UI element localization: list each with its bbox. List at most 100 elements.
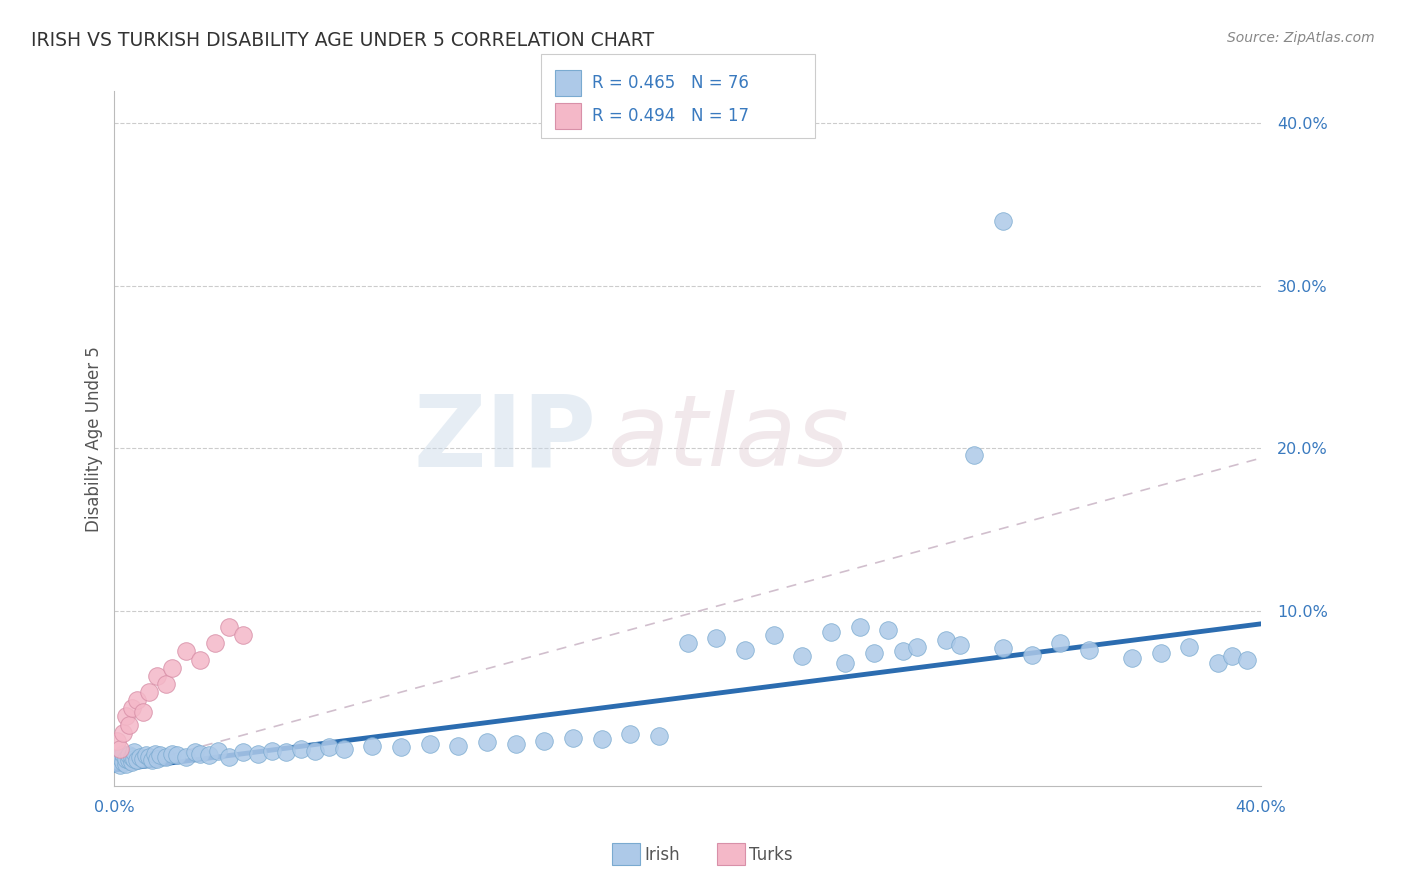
Point (174, 750, 197, 764)
Point (111, 747, 134, 761)
Point (734, 643, 756, 657)
Point (160, 747, 183, 761)
Point (127, 693, 149, 707)
Point (124, 745, 146, 759)
Point (562, 731, 585, 745)
Point (792, 649, 814, 664)
Point (475, 735, 498, 749)
Point (676, 636, 699, 650)
Point (704, 632, 727, 646)
Point (204, 636, 226, 650)
Point (183, 745, 205, 759)
Point (820, 624, 842, 639)
Point (105, 734, 128, 748)
Point (447, 739, 470, 753)
Point (260, 743, 283, 757)
Point (361, 739, 384, 753)
Point (218, 750, 240, 764)
Point (533, 734, 555, 748)
Point (146, 669, 169, 683)
Point (135, 748, 157, 763)
Point (991, 214, 1014, 228)
Point (143, 747, 166, 761)
Point (115, 752, 138, 766)
Text: Irish: Irish (644, 846, 679, 863)
Text: R = 0.494   N = 17: R = 0.494 N = 17 (592, 107, 749, 125)
Text: atlas: atlas (607, 390, 849, 487)
Point (389, 740, 412, 755)
Point (118, 748, 141, 763)
Point (115, 709, 138, 723)
Point (246, 747, 269, 761)
Point (1021, 648, 1043, 662)
Point (762, 628, 785, 642)
Point (332, 742, 354, 756)
Point (155, 750, 177, 764)
Point (318, 740, 340, 755)
Point (174, 644, 197, 658)
Point (108, 758, 131, 772)
Point (121, 755, 143, 769)
Point (1206, 656, 1229, 670)
Point (149, 748, 172, 763)
Point (121, 701, 143, 715)
Point (127, 753, 149, 767)
Point (108, 750, 131, 764)
Point (124, 752, 146, 766)
Point (1178, 640, 1201, 654)
Text: Source: ZipAtlas.com: Source: ZipAtlas.com (1227, 31, 1375, 45)
Y-axis label: Disability Age Under 5: Disability Age Under 5 (86, 346, 103, 532)
Text: IRISH VS TURKISH DISABILITY AGE UNDER 5 CORRELATION CHART: IRISH VS TURKISH DISABILITY AGE UNDER 5 … (31, 31, 654, 50)
Point (1121, 651, 1143, 665)
Point (290, 742, 312, 756)
Point (935, 633, 957, 648)
Point (108, 742, 131, 756)
Point (207, 743, 229, 757)
Point (190, 652, 212, 666)
Point (891, 644, 914, 658)
Point (591, 732, 613, 747)
Text: Turks: Turks (749, 846, 793, 863)
Point (304, 743, 326, 757)
Point (155, 677, 177, 691)
Point (505, 737, 527, 751)
Point (218, 620, 240, 634)
Point (190, 747, 212, 761)
Point (991, 641, 1014, 656)
Point (419, 737, 441, 751)
Point (1049, 636, 1071, 650)
Point (141, 753, 163, 767)
Point (232, 745, 254, 759)
Point (1077, 643, 1099, 657)
Point (118, 717, 141, 731)
Point (949, 638, 972, 652)
Point (848, 620, 870, 634)
Point (160, 661, 183, 675)
Point (198, 748, 221, 763)
Point (905, 640, 928, 654)
Point (118, 753, 141, 767)
Point (1236, 652, 1258, 666)
Point (129, 750, 152, 764)
Point (138, 685, 160, 699)
Text: R = 0.465   N = 76: R = 0.465 N = 76 (592, 74, 749, 92)
Point (1220, 649, 1243, 664)
Point (963, 448, 986, 462)
Point (132, 752, 155, 766)
Point (1149, 646, 1171, 660)
Point (111, 755, 134, 769)
Point (132, 705, 155, 719)
Point (166, 748, 188, 763)
Point (276, 745, 298, 759)
Point (863, 646, 886, 660)
Point (111, 725, 134, 739)
Text: ZIP: ZIP (413, 390, 596, 487)
Point (877, 624, 900, 638)
Point (146, 752, 169, 766)
Point (834, 656, 856, 670)
Point (138, 750, 160, 764)
Point (648, 729, 671, 743)
Point (121, 750, 143, 764)
Point (232, 628, 254, 642)
Point (105, 753, 128, 767)
